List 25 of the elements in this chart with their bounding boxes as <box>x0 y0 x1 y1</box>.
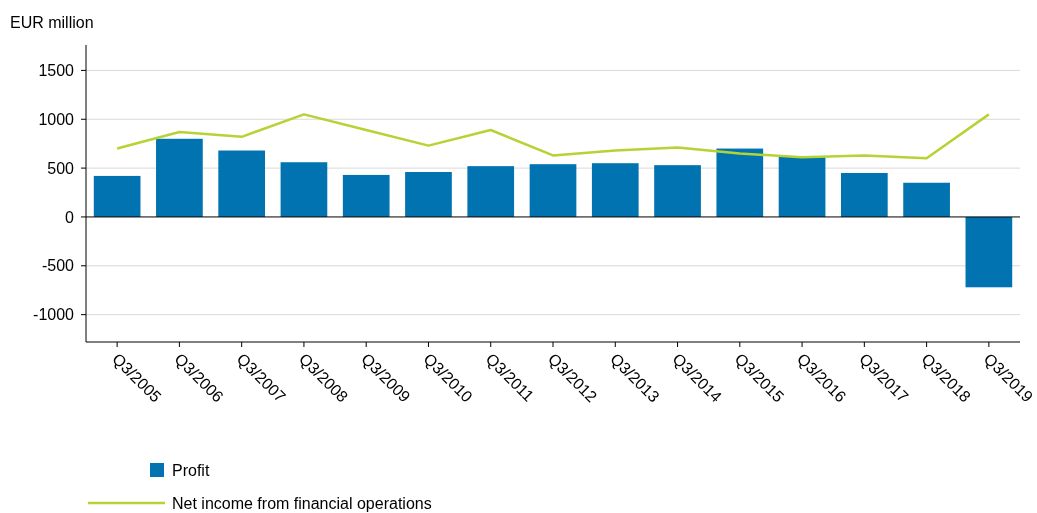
bar <box>342 174 390 217</box>
y-tick-label: -1000 <box>33 306 75 324</box>
bar <box>591 163 639 217</box>
bar <box>654 165 701 217</box>
bar <box>965 216 1013 288</box>
bar <box>467 166 515 217</box>
bar <box>529 164 577 217</box>
y-tick-label: 500 <box>47 159 75 177</box>
bar <box>156 138 203 217</box>
bar <box>280 162 328 217</box>
y-axis-title: EUR million <box>10 14 94 31</box>
y-tick-label: 0 <box>65 208 75 226</box>
bar <box>903 182 950 217</box>
y-tick-label: -500 <box>41 257 75 275</box>
bar <box>405 172 452 217</box>
y-tick-label: 1000 <box>38 110 75 128</box>
y-tick-label: 1500 <box>38 62 75 79</box>
line-series <box>115 113 991 160</box>
bar <box>778 156 826 217</box>
legend-label: Profit <box>172 461 210 479</box>
legend-label: Net income from financial operations <box>172 494 432 512</box>
bar <box>93 175 141 217</box>
bar <box>840 172 888 217</box>
bar <box>218 150 266 217</box>
bar <box>716 148 764 217</box>
